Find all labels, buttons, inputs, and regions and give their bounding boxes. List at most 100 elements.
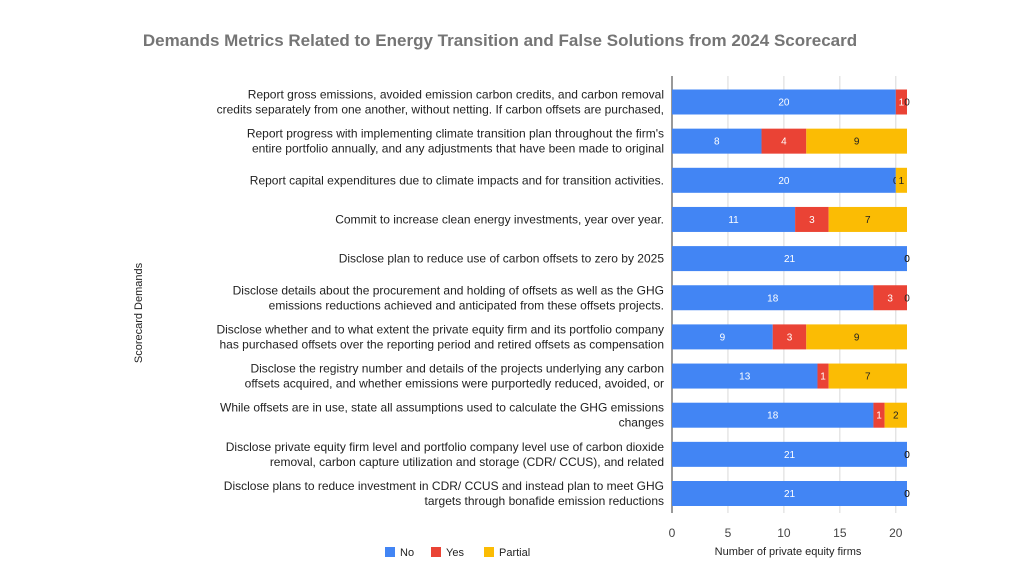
- x-tick-label: 0: [669, 526, 676, 540]
- bar-segment-no: [672, 128, 762, 154]
- legend-label: Yes: [446, 547, 464, 559]
- bar-segment-partial: [884, 402, 907, 428]
- category-label: Disclose plan to reduce use of carbon of…: [339, 252, 665, 266]
- legend-item-yes: Yes: [431, 547, 464, 559]
- data-label: 8: [714, 137, 720, 148]
- category-label-line: offsets acquired, and whether emissions …: [245, 377, 664, 391]
- data-label: 9: [854, 137, 860, 148]
- category-label-line: Disclose whether and to what extent the …: [216, 322, 664, 336]
- data-label: 20: [778, 98, 790, 109]
- category-label: Disclose whether and to what extent the …: [216, 322, 664, 351]
- bar-segment-yes: [873, 402, 885, 428]
- bar-segment-no: [672, 89, 896, 115]
- data-label: 4: [781, 137, 787, 148]
- bar-segment-partial: [895, 167, 907, 193]
- data-label: 0: [904, 98, 910, 109]
- data-label: 0: [904, 254, 910, 265]
- bar-segment-no: [672, 246, 907, 272]
- category-label-line: Report progress with implementing climat…: [247, 127, 664, 141]
- category-label-line: credits separately from one another, wit…: [217, 103, 664, 117]
- x-axis-title: Number of private equity firms: [715, 546, 862, 558]
- bar-segment-partial: [806, 324, 907, 350]
- x-axis-ticks: 0 5 10 15 20: [669, 526, 903, 540]
- data-label: 11: [728, 215, 739, 226]
- bars: 2010849200111372100183093913171812210021…: [672, 89, 910, 506]
- category-label: Report progress with implementing climat…: [247, 127, 664, 156]
- data-label: 18: [767, 411, 779, 422]
- y-axis-title: Scorecard Demands: [133, 262, 145, 363]
- x-tick-label: 5: [725, 526, 732, 540]
- legend-item-no: No: [385, 547, 414, 559]
- x-tick-label: 10: [777, 526, 791, 540]
- category-label: Report capital expenditures due to clima…: [250, 173, 664, 187]
- category-label-line: entire portfolio annually, and any adjus…: [252, 142, 664, 156]
- category-label-line: Report gross emissions, avoided emission…: [248, 88, 664, 102]
- bar-segment-no: [672, 363, 818, 389]
- chart-title: Demands Metrics Related to Energy Transi…: [143, 31, 857, 50]
- data-label: 0: [904, 450, 910, 461]
- bar-segment-partial: [806, 128, 907, 154]
- data-label: 18: [767, 293, 779, 304]
- data-label: 9: [720, 332, 726, 343]
- data-label: 13: [739, 372, 751, 383]
- category-label-line: Disclose details about the procurement a…: [233, 283, 664, 297]
- data-label: 3: [887, 293, 893, 304]
- data-label: 7: [865, 215, 871, 226]
- category-label-line: has purchased offsets over the reporting…: [220, 337, 665, 351]
- bar-segment-no: [672, 324, 773, 350]
- data-label: 21: [784, 254, 796, 265]
- legend-swatch: [484, 547, 494, 557]
- bar-segment-no: [672, 285, 874, 311]
- data-label: 21: [784, 489, 796, 500]
- data-label: 1: [820, 372, 826, 383]
- data-label: 7: [865, 372, 871, 383]
- bar-segment-no: [672, 441, 907, 467]
- data-label: 3: [809, 215, 815, 226]
- category-label-line: emissions reductions achieved and antici…: [269, 298, 664, 312]
- bar-segment-partial: [828, 206, 907, 232]
- bar-segment-yes: [817, 363, 829, 389]
- category-label: Disclose details about the procurement a…: [233, 283, 664, 312]
- category-label: Disclose the registry number and details…: [245, 362, 664, 391]
- category-label: Report gross emissions, avoided emission…: [217, 88, 664, 117]
- data-label: 0: [904, 293, 910, 304]
- category-label: While offsets are in use, state all assu…: [220, 401, 664, 430]
- category-label-line: Disclose plans to reduce investment in C…: [224, 479, 664, 493]
- data-label: 0: [904, 254, 910, 265]
- data-label: 0: [904, 489, 910, 500]
- bar-segment-yes: [761, 128, 807, 154]
- bar-segment-no: [672, 402, 874, 428]
- category-label-line: Commit to increase clean energy investme…: [335, 212, 664, 226]
- data-label: 1: [899, 176, 905, 187]
- category-label-line: Disclose private equity firm level and p…: [226, 440, 665, 454]
- legend: No Yes Partial: [385, 547, 530, 559]
- category-label-line: Disclose plan to reduce use of carbon of…: [339, 252, 665, 266]
- data-label: 20: [778, 176, 790, 187]
- x-tick-label: 15: [833, 526, 847, 540]
- data-label: 0: [904, 489, 910, 500]
- data-label: 3: [787, 332, 793, 343]
- data-label: 9: [854, 332, 860, 343]
- bar-segment-no: [672, 206, 796, 232]
- data-label: 21: [784, 450, 796, 461]
- category-label-line: changes: [619, 416, 664, 430]
- category-label-line: Report capital expenditures due to clima…: [250, 173, 664, 187]
- bar-segment-partial: [828, 363, 907, 389]
- bar-segment-yes: [772, 324, 807, 350]
- bar-segment-no: [672, 481, 907, 506]
- category-label-line: Disclose the registry number and details…: [250, 362, 664, 376]
- data-label: 2: [893, 411, 899, 422]
- category-label: Disclose plans to reduce investment in C…: [224, 479, 664, 508]
- data-label: 1: [899, 98, 905, 109]
- legend-label: Partial: [499, 547, 530, 559]
- category-label-line: removal, carbon capture utilization and …: [270, 455, 664, 469]
- bar-segment-yes: [895, 89, 907, 115]
- category-label-line: While offsets are in use, state all assu…: [220, 401, 664, 415]
- legend-item-partial: Partial: [484, 547, 530, 559]
- data-label: 0: [904, 450, 910, 461]
- legend-swatch: [385, 547, 395, 557]
- bar-segment-yes: [795, 206, 829, 232]
- category-label: Commit to increase clean energy investme…: [335, 212, 664, 226]
- bar-segment-no: [672, 167, 896, 193]
